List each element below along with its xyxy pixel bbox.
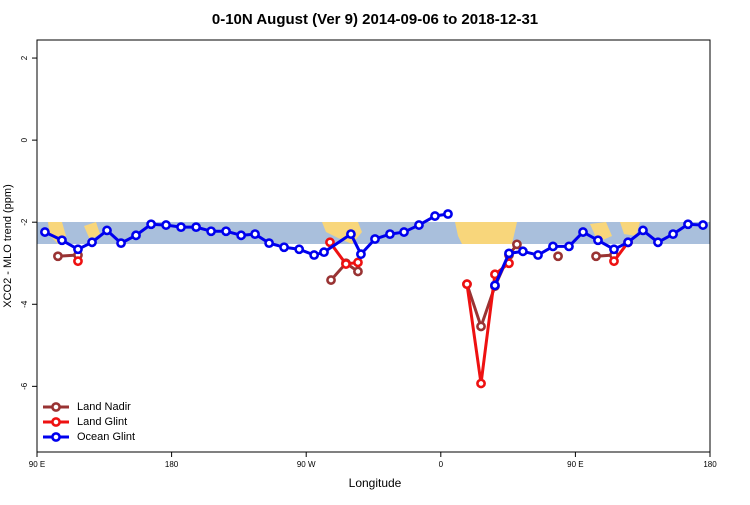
data-point	[102, 225, 112, 236]
legend-marker	[51, 432, 61, 442]
data-point	[57, 235, 67, 246]
data-point	[319, 247, 329, 258]
data-point	[146, 219, 157, 230]
x-axis-label: Longitude	[349, 476, 402, 490]
plot-content	[40, 209, 708, 389]
plot-frame	[36, 39, 711, 453]
data-point	[443, 209, 453, 219]
data-point	[176, 222, 186, 233]
chart-title: 0-10N August (Ver 9) 2014-09-06 to 2018-…	[212, 11, 538, 28]
data-point	[353, 257, 363, 268]
x-tick-label: 90 E	[567, 460, 583, 469]
data-point	[623, 237, 633, 248]
data-point	[609, 244, 619, 255]
data-point	[385, 229, 395, 239]
data-point	[476, 321, 486, 332]
data-point	[518, 246, 528, 257]
data-point	[325, 237, 335, 248]
data-point	[533, 250, 543, 260]
legend: Land Nadir Land Glint Ocean Glint	[43, 401, 135, 443]
data-point	[341, 259, 351, 269]
series-line	[44, 212, 449, 257]
data-point	[564, 241, 574, 252]
map-band	[37, 222, 710, 244]
data-point	[512, 239, 522, 250]
legend-marker	[51, 417, 61, 427]
data-point	[430, 211, 440, 221]
data-point	[250, 229, 260, 239]
data-point	[578, 227, 588, 237]
data-point	[221, 226, 231, 237]
data-point	[462, 279, 472, 290]
legend-marker	[51, 402, 61, 412]
data-point	[593, 235, 603, 246]
y-tick-label: 2	[20, 55, 29, 60]
legend-label: Land Glint	[77, 416, 127, 428]
data-point	[414, 220, 424, 230]
x-tick-label: 90 W	[297, 460, 316, 469]
series-line	[465, 262, 510, 385]
data-point	[40, 227, 50, 237]
data-point	[309, 250, 320, 260]
legend-label: Ocean Glint	[77, 431, 135, 443]
y-tick-label: -2	[20, 218, 29, 226]
y-tick-label: -6	[20, 382, 29, 390]
data-point	[326, 275, 336, 285]
data-point	[191, 222, 202, 233]
data-point	[476, 378, 486, 389]
data-point	[353, 266, 363, 277]
x-tick-label: 180	[703, 460, 717, 469]
data-point	[553, 251, 563, 262]
data-point	[236, 230, 247, 241]
data-point	[294, 244, 305, 255]
data-point	[73, 244, 83, 255]
data-point	[53, 251, 63, 262]
data-point	[548, 241, 558, 252]
data-point	[264, 238, 275, 249]
data-point	[279, 242, 289, 253]
data-point	[346, 229, 356, 239]
y-tick-label: 0	[20, 137, 29, 142]
legend-label: Land Nadir	[77, 401, 131, 413]
data-point	[161, 220, 171, 230]
data-point	[399, 227, 409, 237]
land-patch	[620, 222, 640, 236]
land-patch	[84, 222, 100, 240]
ocean-strip	[37, 222, 710, 244]
data-point	[131, 230, 141, 241]
x-tick-label: 180	[165, 460, 179, 469]
data-point	[638, 225, 648, 236]
data-point	[206, 226, 216, 237]
data-point	[698, 220, 708, 230]
data-point	[356, 249, 366, 260]
y-tick-label: -4	[20, 300, 29, 308]
data-point	[653, 237, 663, 248]
data-point	[504, 248, 514, 259]
land-patch	[455, 222, 517, 244]
data-point	[591, 251, 601, 262]
data-point	[609, 256, 619, 267]
data-point	[73, 256, 83, 267]
land-patch	[590, 222, 612, 242]
x-tick-label: 90 E	[29, 460, 45, 469]
data-point	[490, 280, 500, 291]
y-axis-label: XCO2 - MLO trend (ppm)	[2, 184, 14, 307]
data-point	[683, 219, 693, 230]
data-point	[116, 238, 126, 249]
data-point	[370, 234, 380, 244]
data-point	[668, 229, 678, 239]
data-point	[87, 237, 97, 248]
x-tick-label: 0	[439, 460, 444, 469]
